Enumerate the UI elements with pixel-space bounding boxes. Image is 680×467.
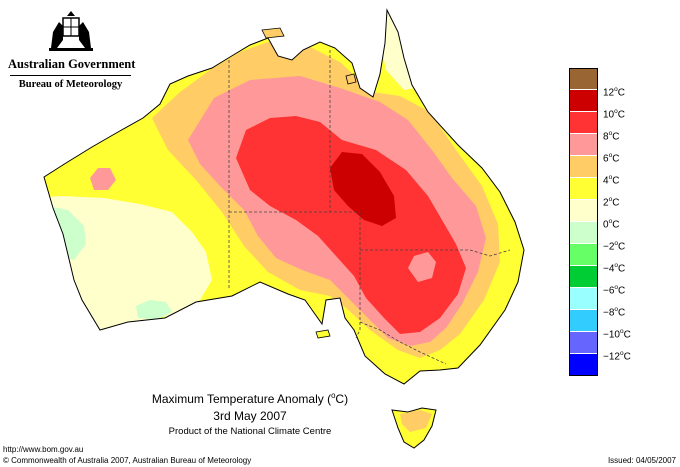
island-groote bbox=[345, 73, 357, 85]
legend-swatch bbox=[569, 178, 598, 199]
legend-swatch bbox=[569, 266, 598, 287]
legend-label: −6oC bbox=[603, 284, 626, 297]
legend-label: 0oC bbox=[603, 218, 620, 231]
legend-label: 10oC bbox=[603, 108, 625, 121]
caption-title-degree: o bbox=[331, 391, 336, 400]
zone-neg-2-0-south bbox=[136, 300, 172, 320]
legend-label: 6oC bbox=[603, 152, 620, 165]
legend-label: −4oC bbox=[603, 262, 626, 275]
legend-swatch bbox=[569, 244, 598, 265]
legend-swatch bbox=[569, 156, 598, 177]
legend-swatch bbox=[569, 112, 598, 133]
legend-label: 2oC bbox=[603, 196, 620, 209]
tasmania bbox=[391, 407, 437, 449]
coastline bbox=[43, 8, 525, 385]
legend-swatch bbox=[569, 90, 598, 111]
legend-label: 4oC bbox=[603, 174, 620, 187]
legend-swatch bbox=[569, 200, 598, 221]
legend-swatch bbox=[569, 310, 598, 331]
zone-6-8-west bbox=[90, 168, 116, 190]
caption-title-main: Maximum Temperature Anomaly ( bbox=[151, 392, 332, 406]
island-melville bbox=[261, 27, 285, 39]
caption-title: Maximum Temperature Anomaly (oC) bbox=[100, 387, 400, 408]
tasmania-orange-zone bbox=[400, 410, 432, 432]
border-qld-nsw bbox=[360, 249, 511, 257]
legend-label: −2oC bbox=[603, 240, 626, 253]
bureau-title: Bureau of Meteorology bbox=[18, 79, 123, 90]
footer-url[interactable]: http://www.bom.gov.au bbox=[3, 445, 84, 454]
state-borders bbox=[228, 50, 511, 365]
legend-swatch bbox=[569, 68, 598, 89]
footer-copyright: © Commonwealth of Australia 2007, Austra… bbox=[3, 456, 252, 465]
island-kangaroo bbox=[315, 329, 331, 339]
caption-title-unit: C) bbox=[335, 392, 349, 406]
logo-divider bbox=[10, 75, 131, 76]
zone-neg-2-0-cape bbox=[418, 72, 430, 90]
legend-label: −10oC bbox=[603, 328, 631, 341]
border-sa-east bbox=[355, 212, 361, 339]
legend-swatch bbox=[569, 134, 598, 155]
zone-10-12 bbox=[330, 152, 396, 226]
coat-of-arms-icon bbox=[48, 11, 93, 51]
zone-6-8-hole bbox=[408, 252, 436, 282]
legend-swatch bbox=[569, 354, 598, 375]
government-title: Australian Government bbox=[8, 57, 136, 71]
legend-swatch bbox=[569, 288, 598, 309]
border-nsw-vic bbox=[359, 321, 447, 365]
caption-credit: Product of the National Climate Centre bbox=[168, 426, 332, 437]
legend-swatch bbox=[569, 222, 598, 243]
legend-label: −12oC bbox=[603, 350, 631, 363]
legend-label: −8oC bbox=[603, 306, 626, 319]
zone-8-10 bbox=[236, 116, 466, 334]
government-logo: Australian Government Bureau of Meteorol… bbox=[8, 10, 136, 90]
legend-swatch bbox=[569, 332, 598, 353]
legend-label: 12oC bbox=[603, 86, 625, 99]
footer-issued-date: Issued: 04/05/2007 bbox=[607, 456, 676, 465]
caption-date: 3rd May 2007 bbox=[213, 409, 287, 423]
map-caption: Maximum Temperature Anomaly (oC) 3rd May… bbox=[100, 387, 400, 439]
legend-label: 8oC bbox=[603, 130, 620, 143]
